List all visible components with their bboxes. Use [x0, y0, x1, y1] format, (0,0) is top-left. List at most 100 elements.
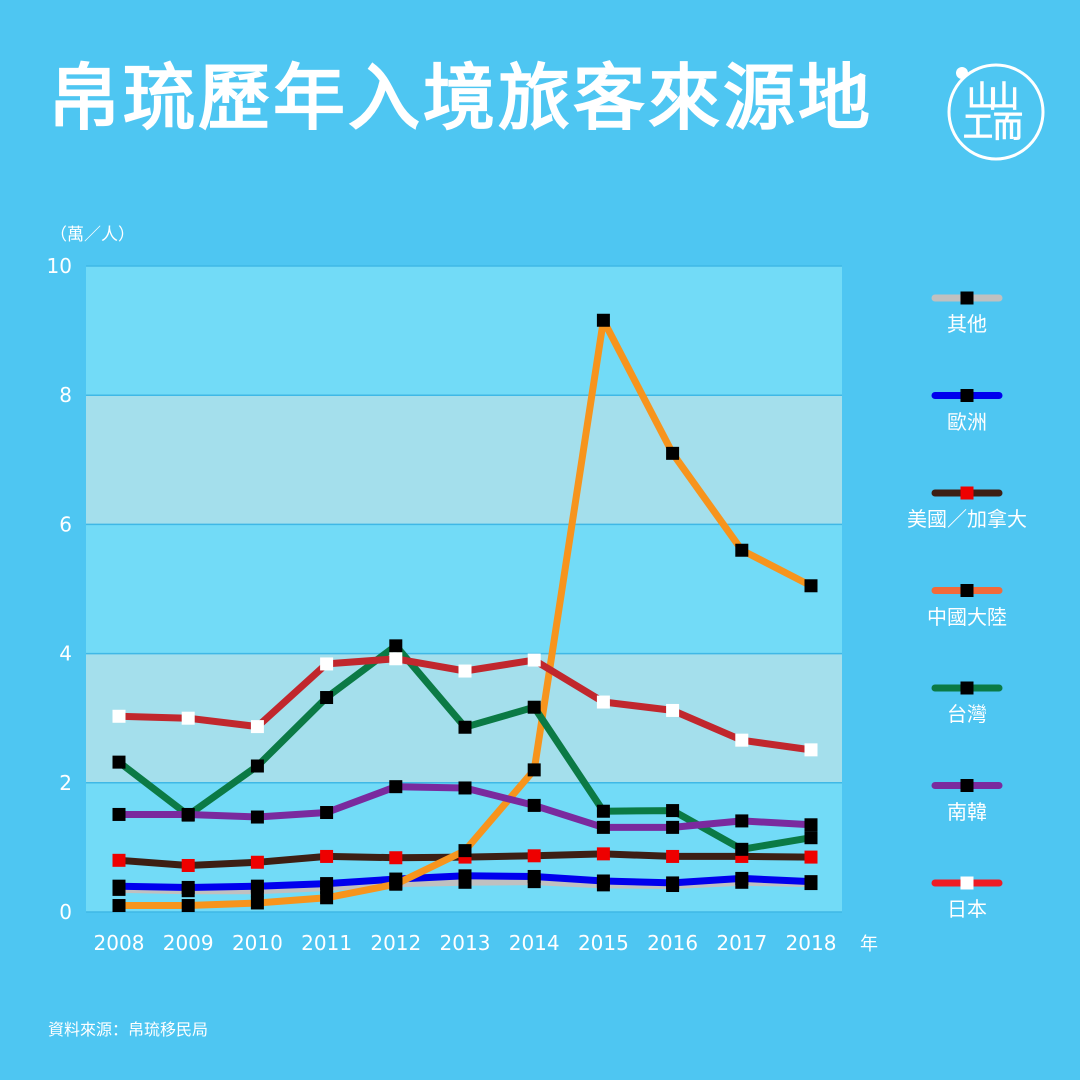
- legend-swatch-marker: [960, 291, 974, 305]
- x-tick-label: 2017: [716, 931, 767, 955]
- data-point: [804, 743, 818, 757]
- data-point: [320, 849, 334, 863]
- data-point: [596, 695, 610, 709]
- x-tick-label: 2008: [94, 931, 145, 955]
- data-point: [181, 711, 195, 725]
- y-tick-label: 10: [47, 254, 72, 278]
- data-point: [527, 798, 541, 812]
- y-tick-label: 0: [59, 900, 72, 924]
- data-point: [666, 446, 680, 460]
- legend-label: 中國大陸: [927, 604, 1007, 629]
- x-tick-label: 2014: [509, 931, 560, 955]
- data-point: [320, 806, 334, 820]
- legend-swatch-marker: [960, 779, 974, 792]
- data-point: [666, 849, 680, 863]
- legend-label: 日本: [947, 897, 987, 921]
- data-point: [596, 804, 610, 818]
- legend-swatch-marker: [960, 681, 974, 695]
- data-point: [389, 639, 403, 653]
- svg-text:山: 山: [967, 80, 997, 115]
- page-title: 帛琉歷年入境旅客來源地: [48, 56, 874, 140]
- data-point: [181, 899, 195, 913]
- y-axis-unit-label: （萬／人）: [50, 225, 135, 245]
- legend-swatch-marker: [960, 584, 974, 597]
- data-point: [458, 869, 472, 883]
- plot-area: [86, 266, 842, 912]
- data-point: [320, 891, 334, 905]
- data-point: [458, 844, 472, 858]
- data-point: [596, 313, 610, 327]
- x-axis-label: 年: [860, 934, 878, 955]
- svg-text:而: 而: [993, 110, 1023, 145]
- data-point: [112, 899, 126, 913]
- data-point: [389, 851, 403, 865]
- legend-swatch-marker: [960, 389, 974, 402]
- data-point: [596, 874, 610, 888]
- legend-label: 歐洲: [947, 409, 987, 434]
- data-point: [458, 781, 472, 795]
- data-point: [320, 657, 334, 671]
- data-point: [181, 858, 195, 872]
- data-point: [804, 850, 818, 864]
- data-point: [250, 896, 264, 910]
- data-point: [112, 755, 126, 769]
- data-point: [527, 763, 541, 777]
- data-source: 資料來源：帛琉移民局: [48, 1020, 209, 1039]
- y-tick-label: 2: [59, 771, 72, 795]
- y-tick-label: 4: [59, 642, 72, 666]
- svg-text:工: 工: [963, 110, 993, 145]
- data-point: [389, 877, 403, 891]
- data-point: [804, 579, 818, 593]
- data-point: [320, 691, 334, 705]
- data-point: [389, 780, 403, 794]
- x-tick-label: 2011: [301, 931, 352, 955]
- data-point: [666, 703, 680, 717]
- legend-swatch-marker: [960, 876, 974, 890]
- data-point: [804, 875, 818, 889]
- y-tick-label: 8: [59, 383, 72, 407]
- plot-band: [86, 395, 842, 525]
- legend-label: 其他: [947, 312, 987, 336]
- data-point: [666, 876, 680, 890]
- data-point: [250, 720, 264, 734]
- data-point: [735, 543, 749, 557]
- data-point: [112, 853, 126, 867]
- data-point: [804, 831, 818, 845]
- data-point: [250, 855, 264, 869]
- x-tick-label: 2009: [163, 931, 214, 955]
- svg-text:山: 山: [989, 80, 1019, 115]
- data-point: [458, 664, 472, 678]
- y-tick-label: 6: [59, 512, 72, 536]
- x-tick-label: 2013: [440, 931, 491, 955]
- data-point: [112, 709, 126, 723]
- data-point: [666, 820, 680, 834]
- x-tick-label: 2015: [578, 931, 629, 955]
- x-tick-label: 2010: [232, 931, 283, 955]
- data-point: [735, 733, 749, 747]
- data-point: [181, 880, 195, 894]
- data-point: [527, 849, 541, 863]
- legend-label: 美國／加拿大: [907, 507, 1027, 531]
- data-point: [320, 877, 334, 891]
- data-point: [250, 879, 264, 893]
- legend-label: 南韓: [947, 799, 987, 824]
- x-tick-label: 2012: [370, 931, 421, 955]
- data-point: [735, 842, 749, 856]
- data-point: [666, 804, 680, 818]
- data-point: [735, 814, 749, 828]
- data-point: [250, 759, 264, 773]
- data-point: [389, 652, 403, 666]
- legend-label: 台灣: [947, 702, 987, 726]
- data-point: [596, 820, 610, 834]
- data-point: [527, 869, 541, 883]
- data-point: [112, 879, 126, 893]
- data-point: [112, 807, 126, 821]
- data-point: [804, 818, 818, 832]
- legend-swatch-marker: [960, 486, 974, 500]
- data-point: [181, 807, 195, 821]
- data-point: [735, 871, 749, 885]
- data-point: [596, 847, 610, 861]
- data-point: [527, 700, 541, 714]
- x-tick-label: 2018: [786, 931, 837, 955]
